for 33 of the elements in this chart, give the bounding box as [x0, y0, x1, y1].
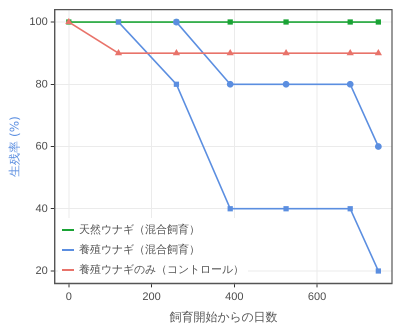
y-tick-label: 20 [36, 264, 48, 277]
point [348, 19, 353, 25]
x-tick-label: 600 [308, 291, 326, 304]
point [283, 19, 289, 25]
point [228, 206, 233, 212]
point [226, 80, 234, 88]
point [283, 50, 290, 56]
y-tick-label: 60 [36, 140, 48, 153]
point [347, 50, 354, 56]
point [115, 50, 122, 56]
point [228, 19, 233, 25]
y-axis-title: 生残率 (%) [7, 116, 22, 177]
x-tick-label: 400 [225, 291, 244, 304]
y-tick-label: 40 [36, 202, 48, 215]
y-tick-label: 80 [36, 78, 48, 90]
point [376, 19, 381, 25]
point [374, 143, 382, 150]
point [348, 206, 353, 212]
point [283, 206, 289, 212]
point [174, 82, 180, 87]
y-tick-label: 100 [29, 16, 48, 28]
point [173, 50, 180, 56]
x-tick-label: 0 [66, 291, 72, 304]
point [227, 50, 234, 56]
point [282, 80, 290, 88]
x-axis-title: 飼育開始からの日数 [169, 310, 278, 324]
point [376, 268, 381, 274]
x-tick-label: 200 [142, 291, 161, 304]
legend-label: 養殖ウナギ（混合飼育） [79, 242, 200, 258]
legend-label: 養殖ウナギのみ（コントロール） [79, 262, 244, 278]
point [346, 80, 354, 88]
point [375, 50, 382, 56]
legend-label: 天然ウナギ（混合飼育） [79, 222, 200, 238]
